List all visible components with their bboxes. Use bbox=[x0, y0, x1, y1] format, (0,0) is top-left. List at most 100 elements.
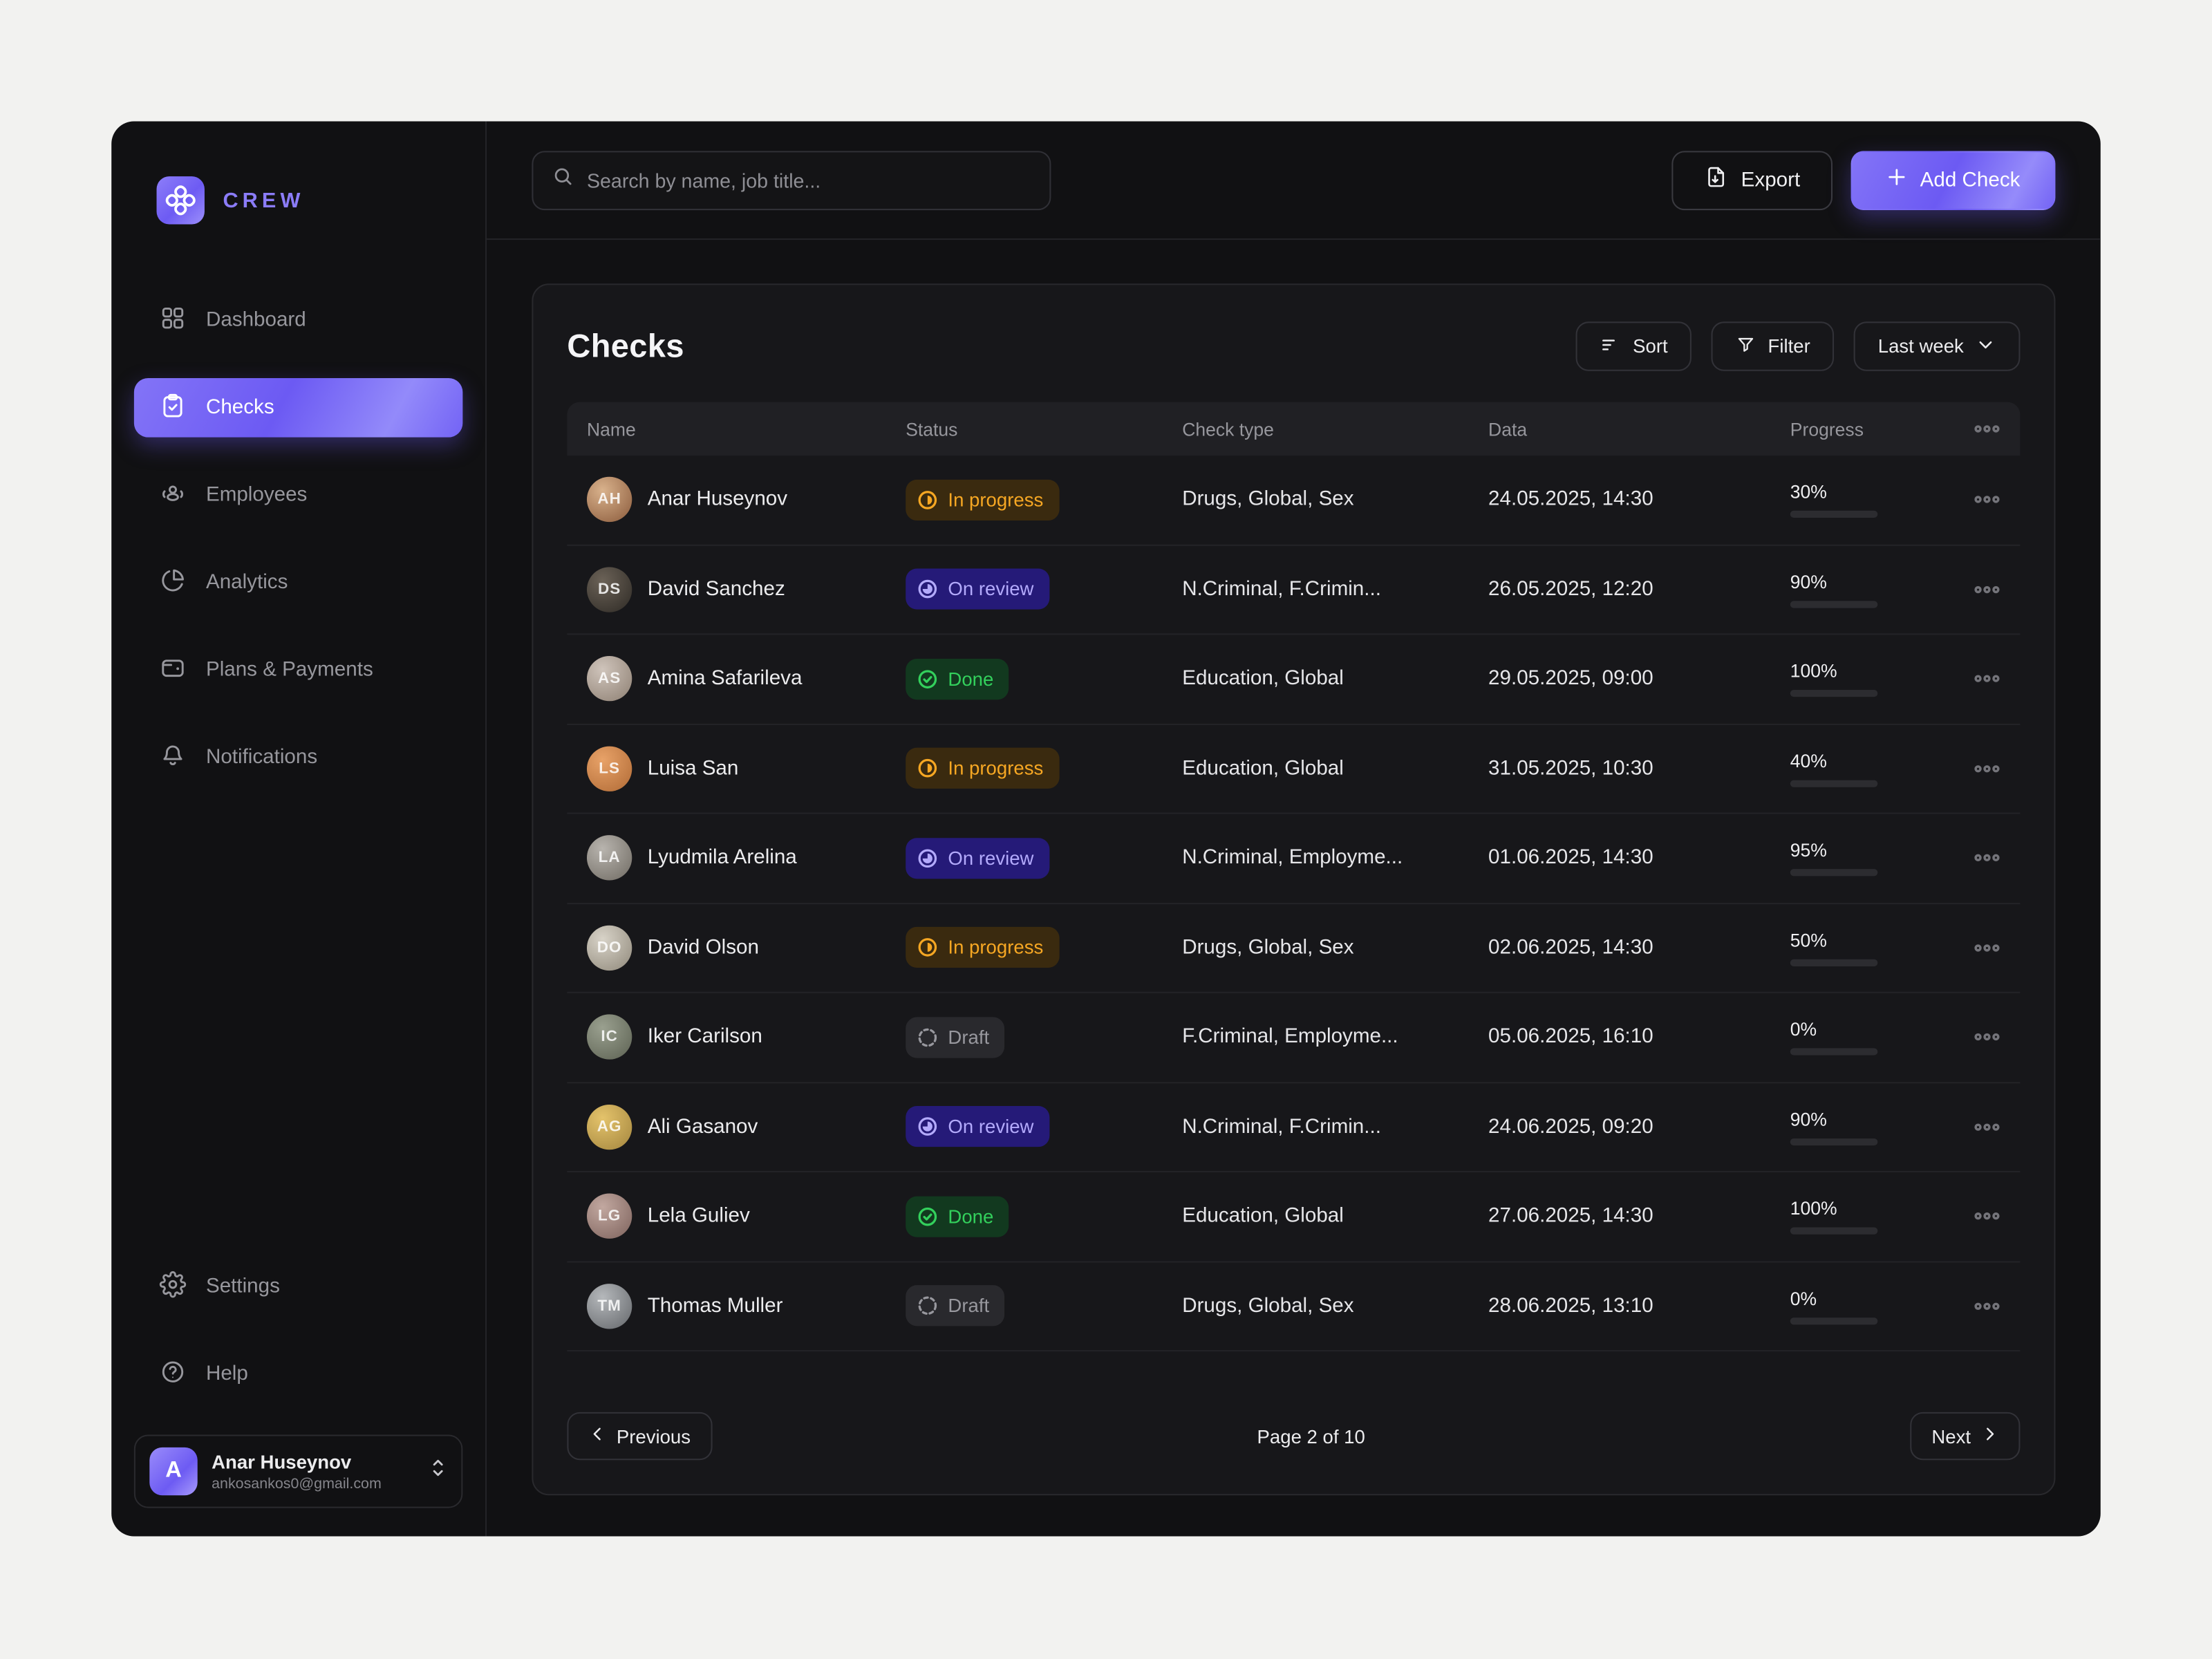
row-more-icon[interactable] bbox=[1974, 1029, 2000, 1045]
check-date: 01.06.2025, 14:30 bbox=[1488, 847, 1653, 870]
sidebar-item-employees[interactable]: Employees bbox=[134, 465, 463, 525]
row-more-icon[interactable] bbox=[1974, 1208, 2000, 1224]
progress-bar bbox=[1790, 600, 1878, 608]
dashed-circle-icon bbox=[917, 1295, 939, 1317]
check-type: N.Criminal, F.Crimin... bbox=[1182, 578, 1381, 601]
table-row[interactable]: LS Luisa San In progress Education, Glob… bbox=[567, 724, 2021, 814]
sort-lines-icon bbox=[1600, 334, 1622, 359]
clock-pie-icon bbox=[917, 579, 939, 600]
status-label: Done bbox=[948, 1206, 994, 1227]
status-cell: On review bbox=[906, 837, 1182, 879]
table-row[interactable]: AS Amina Safarileva Done Education, Glob… bbox=[567, 635, 2021, 724]
sidebar-item-dashboard[interactable]: Dashboard bbox=[134, 290, 463, 350]
next-page-button[interactable]: Next bbox=[1910, 1412, 2021, 1461]
header-more-icon[interactable] bbox=[1974, 420, 2000, 437]
progress-bar bbox=[1790, 690, 1878, 697]
sidebar-item-plans-payments[interactable]: Plans & Payments bbox=[134, 641, 463, 700]
column-header-data: Data bbox=[1488, 418, 1528, 440]
file-export-icon bbox=[1705, 165, 1729, 195]
gear-icon bbox=[159, 1270, 187, 1303]
sidebar-footer: Settings Help bbox=[111, 1257, 485, 1403]
date-range-select[interactable]: Last week bbox=[1854, 321, 2021, 371]
check-type: Drugs, Global, Sex bbox=[1182, 936, 1354, 959]
progress-cell: 0% bbox=[1790, 1288, 1960, 1324]
wallet-icon bbox=[160, 654, 187, 686]
table-body: AH Anar Huseynov In progress Drugs, Glob… bbox=[567, 456, 2021, 1352]
chevron-down-icon bbox=[1975, 334, 1996, 359]
search-input[interactable] bbox=[586, 168, 1031, 191]
clock-pie-icon bbox=[917, 847, 939, 869]
progress-cell: 95% bbox=[1790, 840, 1960, 877]
row-more-icon[interactable] bbox=[1974, 850, 2000, 866]
progress-label: 100% bbox=[1790, 1198, 1837, 1219]
table-row[interactable]: LG Lela Guliev Done Education, Global 27… bbox=[567, 1172, 2021, 1262]
row-more-icon[interactable] bbox=[1974, 491, 2000, 508]
status-badge: In progress bbox=[906, 927, 1059, 968]
filter-button[interactable]: Filter bbox=[1711, 321, 1835, 371]
page-indicator: Page 2 of 10 bbox=[1257, 1425, 1365, 1447]
export-button[interactable]: Export bbox=[1671, 150, 1833, 210]
sidebar-item-label: Dashboard bbox=[205, 308, 306, 332]
funnel-icon bbox=[1736, 334, 1757, 359]
status-cell: Done bbox=[906, 658, 1182, 700]
sidebar-item-label: Analytics bbox=[205, 571, 288, 594]
employee-name: Lela Guliev bbox=[647, 1205, 750, 1228]
sidebar-item-notifications[interactable]: Notifications bbox=[134, 728, 463, 787]
search-icon bbox=[552, 165, 574, 195]
table-row[interactable]: LA Lyudmila Arelina On review N.Criminal… bbox=[567, 814, 2021, 904]
range-label: Last week bbox=[1877, 335, 1964, 357]
status-cell: Done bbox=[906, 1196, 1182, 1237]
status-label: In progress bbox=[948, 758, 1044, 780]
status-label: Done bbox=[948, 668, 994, 690]
sidebar-item-checks[interactable]: Checks bbox=[133, 377, 463, 438]
table-row[interactable]: AH Anar Huseynov In progress Drugs, Glob… bbox=[567, 456, 2021, 545]
table-row[interactable]: DS David Sanchez On review N.Criminal, F… bbox=[567, 545, 2021, 635]
row-more-icon[interactable] bbox=[1974, 671, 2000, 687]
check-circle-icon bbox=[917, 1206, 939, 1227]
employee-name: Ali Gasanov bbox=[647, 1115, 758, 1138]
status-cell: In progress bbox=[906, 748, 1182, 789]
table-row[interactable]: DO David Olson In progress Drugs, Global… bbox=[567, 903, 2021, 993]
sidebar-item-label: Checks bbox=[205, 396, 274, 420]
row-more-icon[interactable] bbox=[1974, 1297, 2000, 1314]
check-date: 24.06.2025, 09:20 bbox=[1488, 1115, 1653, 1138]
row-more-icon[interactable] bbox=[1974, 939, 2000, 956]
sidebar-item-analytics[interactable]: Analytics bbox=[134, 553, 463, 612]
check-date: 24.05.2025, 14:30 bbox=[1488, 488, 1653, 512]
row-more-icon[interactable] bbox=[1974, 1118, 2000, 1135]
row-more-icon[interactable] bbox=[1974, 581, 2000, 597]
progress-cell: 90% bbox=[1790, 571, 1960, 608]
progress-bar bbox=[1790, 1228, 1878, 1235]
status-badge: Done bbox=[906, 658, 1009, 700]
export-label: Export bbox=[1741, 168, 1801, 191]
progress-cell: 100% bbox=[1790, 1198, 1960, 1235]
avatar: LS bbox=[586, 746, 632, 791]
avatar: LA bbox=[586, 835, 632, 881]
sidebar-item-settings[interactable]: Settings bbox=[134, 1257, 463, 1316]
status-label: On review bbox=[948, 1116, 1034, 1138]
check-date: 31.05.2025, 10:30 bbox=[1488, 757, 1653, 780]
previous-page-button[interactable]: Previous bbox=[567, 1412, 712, 1461]
clipboard-check-icon bbox=[160, 391, 187, 424]
table-row[interactable]: TM Thomas Muller Draft Drugs, Global, Se… bbox=[567, 1262, 2021, 1352]
row-more-icon[interactable] bbox=[1974, 760, 2000, 776]
table-row[interactable]: IC Iker Carilson Draft F.Criminal, Emplo… bbox=[567, 993, 2021, 1083]
check-type: F.Criminal, Employme... bbox=[1182, 1026, 1398, 1049]
table-row[interactable]: AG Ali Gasanov On review N.Criminal, F.C… bbox=[567, 1082, 2021, 1172]
topbar-actions: Export Add Check bbox=[1671, 150, 2056, 210]
check-type: N.Criminal, Employme... bbox=[1182, 847, 1403, 870]
sidebar-item-help[interactable]: Help bbox=[134, 1344, 463, 1404]
status-label: In progress bbox=[948, 937, 1044, 959]
column-header-name: Name bbox=[586, 418, 636, 440]
avatar: LG bbox=[586, 1194, 632, 1239]
search-box[interactable] bbox=[532, 150, 1051, 210]
employee-name: Iker Carilson bbox=[647, 1026, 762, 1049]
sort-button[interactable]: Sort bbox=[1576, 321, 1692, 371]
check-date: 29.05.2025, 09:00 bbox=[1488, 667, 1653, 691]
user-card[interactable]: A Anar Huseynov ankosankos0@gmail.com bbox=[133, 1434, 463, 1508]
main-area: Export Add Check Checks bbox=[487, 122, 2101, 1537]
name-cell: LS Luisa San bbox=[586, 746, 906, 791]
progress-label: 100% bbox=[1790, 660, 1837, 682]
add-check-button[interactable]: Add Check bbox=[1850, 150, 2056, 210]
check-date: 26.05.2025, 12:20 bbox=[1488, 578, 1653, 601]
